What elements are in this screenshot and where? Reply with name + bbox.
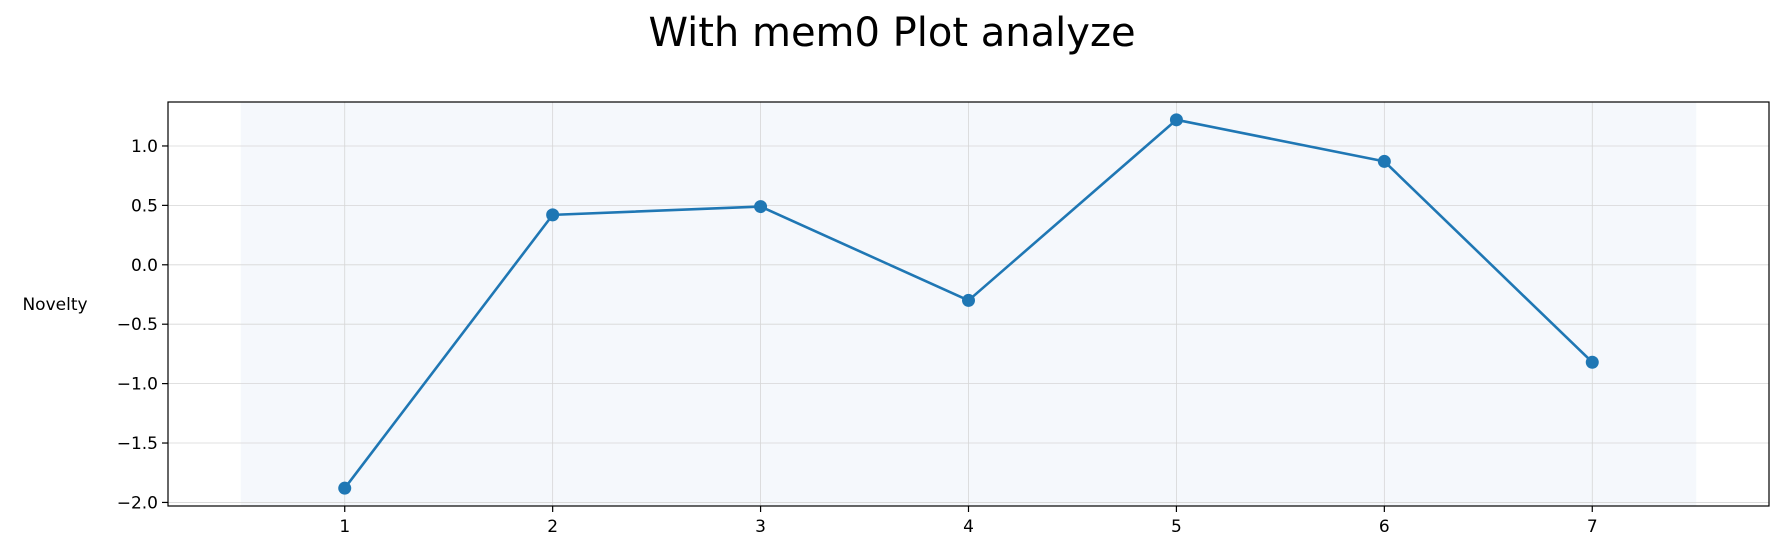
y-axis-label: Novelty <box>22 295 87 315</box>
x-tick-label: 4 <box>963 517 974 537</box>
data-point <box>338 481 352 495</box>
x-tick-label: 6 <box>1379 517 1390 537</box>
y-tick-label: −2.0 <box>117 493 158 513</box>
y-tick-label: 0.0 <box>131 256 158 276</box>
y-tick-label: −1.0 <box>117 375 158 395</box>
x-tick-label: 2 <box>547 517 558 537</box>
data-point <box>546 208 560 222</box>
data-point <box>754 200 768 214</box>
y-tick-label: −0.5 <box>117 315 158 335</box>
chart-title: With mem0 Plot analyze <box>648 10 1135 56</box>
x-tick-label: 7 <box>1587 517 1598 537</box>
y-tick-label: −1.5 <box>117 434 158 454</box>
plot-area: 1 2 3 4 5 6 7 1.0 0.5 0.0 −0.5 −1.0 −1.5 −2.0 <box>117 101 1770 537</box>
x-tick-label: 3 <box>755 517 766 537</box>
data-point <box>1169 113 1183 127</box>
y-tick-label: 1.0 <box>131 137 158 157</box>
y-tick-label: 0.5 <box>131 196 158 216</box>
data-point <box>1585 355 1599 369</box>
data-point <box>1377 154 1391 168</box>
x-tick-label: 5 <box>1171 517 1182 537</box>
data-point <box>962 293 975 307</box>
x-tick-label: 1 <box>339 517 350 537</box>
